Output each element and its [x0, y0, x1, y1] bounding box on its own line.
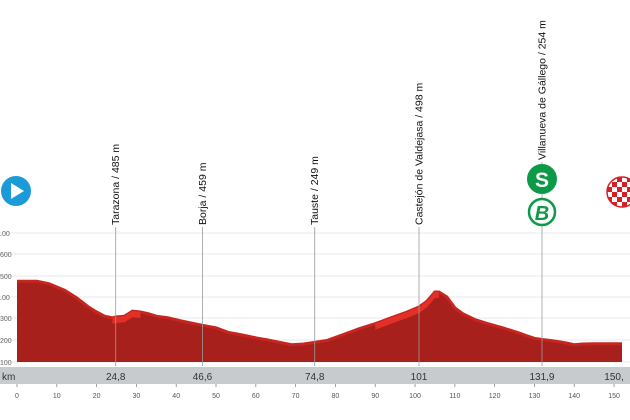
- finish-check: [622, 182, 627, 187]
- finish-check: [627, 187, 630, 192]
- y-axis-label: 100: [0, 360, 12, 367]
- y-axis-label: .00: [0, 295, 10, 302]
- finish-ring: [606, 176, 630, 208]
- play-icon: [11, 183, 24, 199]
- stage-icons: SB: [1, 164, 630, 227]
- x-axis-ticks: 0 10 20 30 40 50 60 70 80 90 100 110 120 130 140 150: [15, 384, 620, 400]
- location-label: Tarazona / 485 m: [110, 144, 122, 225]
- km-bar: km 24,8 46,6 74,8 101 131,9 150,: [0, 367, 630, 384]
- finish-check: [617, 187, 622, 192]
- x-tick-label: 20: [93, 393, 101, 400]
- x-tick-label: 140: [568, 393, 580, 400]
- km-bar-label: 24,8: [106, 372, 126, 383]
- elevation-area: [17, 279, 622, 362]
- finish-check: [622, 192, 627, 197]
- y-axis-labels: .00 600 500 .00 300 200 100: [0, 231, 12, 367]
- x-tick-label: 0: [15, 393, 19, 400]
- km-bar-label: 74,8: [305, 372, 325, 383]
- y-axis-label: 600: [0, 252, 12, 259]
- bonus-badge-letter: B: [535, 203, 549, 225]
- finish-check: [607, 187, 612, 192]
- x-tick-label: 50: [212, 393, 220, 400]
- sprint-badge-letter: S: [535, 169, 549, 192]
- location-label: Tauste / 249 m: [309, 156, 321, 225]
- km-bar-label: 46,6: [193, 372, 213, 383]
- climb-highlight: [375, 292, 439, 330]
- finish-check: [617, 197, 622, 202]
- sprint-icon: [526, 164, 557, 194]
- finish-check: [617, 177, 622, 182]
- bonus-icon: [527, 197, 557, 227]
- finish-check: [627, 177, 630, 182]
- x-tick-label: 150: [608, 393, 620, 400]
- finish-check: [622, 202, 627, 207]
- km-bar-label: 101: [411, 372, 428, 383]
- finish-check: [627, 197, 630, 202]
- y-axis-label: 200: [0, 338, 12, 345]
- x-tick-label: 40: [172, 393, 180, 400]
- x-tick-label: 120: [489, 393, 501, 400]
- km-bar-label: km: [2, 372, 15, 383]
- x-tick-label: 110: [449, 393, 460, 400]
- y-axis-label: 300: [0, 316, 12, 323]
- x-tick-label: 10: [53, 393, 61, 400]
- y-axis-label: .00: [0, 231, 10, 238]
- location-label: Villanueva de Gállego / 254 m: [537, 20, 549, 160]
- x-tick-label: 80: [332, 393, 340, 400]
- x-tick-label: 90: [371, 393, 379, 400]
- x-tick-label: 130: [529, 393, 541, 400]
- y-axis-label: 500: [0, 274, 12, 281]
- finish-check: [612, 182, 617, 187]
- climb-highlight: [112, 311, 141, 324]
- x-tick-label: 100: [409, 393, 421, 400]
- location-label: Borja / 459 m: [197, 162, 209, 225]
- location-label: Castejón de Valdejasa / 498 m: [414, 83, 426, 225]
- location-markers: Tarazona / 485 m Borja / 459 m Tauste / 24…: [110, 20, 549, 366]
- km-bar-background: [0, 367, 630, 384]
- finish-check: [612, 192, 617, 197]
- elevation-fill: [17, 281, 622, 362]
- x-tick-label: 70: [292, 393, 300, 400]
- km-bar-label: 131,9: [529, 372, 554, 383]
- km-bar-label: 150,: [604, 372, 623, 383]
- x-tick-label: 30: [133, 393, 141, 400]
- x-tick-label: 60: [252, 393, 260, 400]
